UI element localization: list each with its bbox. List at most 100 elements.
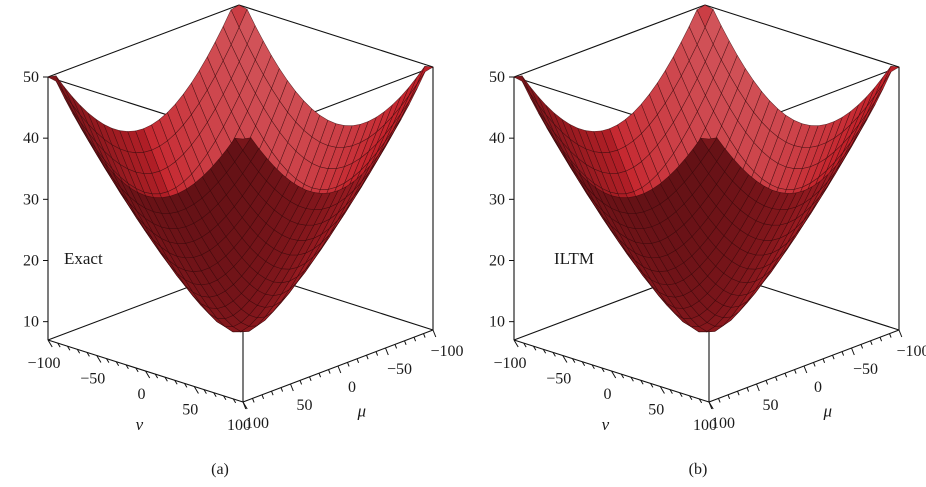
z-tick-label: 40 (23, 130, 39, 147)
nu-tick-mark (223, 395, 227, 401)
nu-tick-label: −50 (80, 371, 105, 388)
mu-tick-mark (366, 355, 369, 360)
z-axis: 10 20 30 40 50 (23, 69, 48, 331)
mu-tick-mark (737, 391, 740, 396)
mu-tick-label: 100 (245, 415, 269, 432)
surface-patch (234, 137, 252, 151)
nu-tick-label: 100 (693, 417, 717, 434)
mu-tick-label: −100 (430, 343, 463, 360)
box-edge (704, 4, 900, 68)
z-tick-label: 40 (489, 130, 505, 147)
nu-tick-mark (533, 345, 537, 351)
z-tick-label: 20 (489, 252, 505, 269)
nu-tick-label: −50 (546, 371, 571, 388)
nu-tick-mark (125, 364, 129, 370)
surface-patch (408, 66, 426, 96)
z-tick-label: 30 (489, 191, 505, 208)
mu-tick-mark (746, 387, 750, 392)
nu-tick-mark (562, 355, 568, 363)
nu-tick-mark (135, 367, 139, 373)
nu-tick-label: 0 (138, 386, 146, 403)
nu-axis-label: ν (136, 415, 144, 434)
mu-tick-mark (318, 373, 322, 378)
nu-tick-mark (106, 358, 110, 363)
surface-patch (874, 66, 892, 96)
mu-tick-mark (242, 401, 247, 410)
nu-tick-mark (650, 383, 654, 388)
nu-tick-mark (193, 386, 199, 394)
nu-tick-mark (174, 380, 178, 385)
mu-tick-mark (832, 355, 835, 360)
mu-axis: 100 50 0 −50 −100 μ (242, 329, 464, 432)
nu-tick-label: 50 (648, 402, 664, 419)
mu-axis-label: μ (357, 402, 367, 421)
nu-tick-mark (581, 361, 586, 366)
mu-tick-mark (841, 351, 845, 356)
mu-tick-mark (356, 358, 360, 363)
box-edge (238, 4, 434, 68)
mu-tick-mark (432, 329, 437, 338)
mu-tick-mark (727, 394, 731, 399)
nu-axis: −100 −50 0 50 100 ν (27, 339, 251, 434)
nu-tick-mark (601, 367, 605, 373)
mu-tick-mark (423, 333, 426, 338)
z-tick-label: 30 (23, 191, 39, 208)
mu-tick-mark (299, 380, 303, 385)
nu-tick-mark (154, 373, 159, 379)
mu-tick-label: −50 (853, 361, 878, 378)
nu-tick-mark (659, 386, 665, 394)
nu-tick-mark (523, 342, 527, 348)
mu-tick-label: 0 (348, 379, 356, 396)
z-tick-label: 50 (489, 69, 505, 86)
mu-tick-mark (898, 329, 903, 338)
mu-tick-mark (718, 398, 721, 403)
mu-tick-mark (375, 351, 379, 356)
mu-tick-mark (765, 380, 769, 385)
mu-tick-mark (280, 387, 284, 392)
nu-tick-mark (57, 342, 61, 348)
nu-tick-mark (213, 392, 217, 397)
nu-tick-label: 50 (182, 402, 198, 419)
nu-tick-mark (86, 352, 90, 357)
mu-axis: 100 50 0 −50 −100 μ (708, 329, 926, 432)
nu-tick-mark (640, 380, 644, 385)
mu-tick-label: −100 (896, 343, 926, 360)
mu-tick-mark (394, 344, 398, 349)
nu-tick-mark (620, 373, 625, 379)
nu-axis-label: ν (602, 415, 610, 434)
nu-tick-mark (513, 339, 519, 348)
nu-tick-mark (542, 349, 547, 354)
mu-tick-mark (889, 333, 892, 338)
panel-b: 10 20 30 40 50 −100 −50 0 50 100 ν 100 50 0 −50 −100 μ IL… (489, 4, 926, 478)
z-tick-label: 10 (489, 314, 505, 331)
panel-caption: (b) (689, 461, 708, 478)
nu-tick-mark (679, 392, 683, 397)
nu-tick-mark (145, 370, 151, 379)
nu-tick-mark (630, 376, 634, 382)
mu-tick-mark (803, 365, 808, 374)
mu-tick-mark (252, 398, 255, 403)
nu-tick-mark (611, 370, 617, 379)
nu-tick-label: 100 (227, 417, 251, 434)
nu-tick-mark (47, 339, 53, 348)
surface-mesh (47, 4, 434, 333)
mu-tick-mark (404, 340, 407, 345)
mu-tick-mark (708, 401, 713, 410)
nu-tick-mark (669, 389, 673, 394)
nu-tick-mark (203, 389, 207, 394)
nu-tick-label: 0 (604, 386, 612, 403)
nu-tick-mark (115, 361, 120, 366)
mu-tick-mark (261, 394, 265, 399)
mu-tick-mark (337, 365, 342, 374)
mu-tick-mark (328, 369, 331, 374)
nu-tick-mark (552, 352, 556, 357)
mu-tick-mark (794, 369, 797, 374)
panel-caption: (a) (211, 461, 229, 478)
z-axis: 10 20 30 40 50 (489, 69, 514, 331)
nu-tick-mark (572, 358, 576, 363)
surface-patch (55, 75, 73, 105)
mu-tick-mark (860, 344, 864, 349)
mu-tick-mark (309, 376, 312, 381)
panel-a: 10 20 30 40 50 −100 −50 0 50 100 ν 100 50 0 −50 −100 μ Ex… (23, 4, 464, 478)
mu-tick-label: 0 (814, 379, 822, 396)
